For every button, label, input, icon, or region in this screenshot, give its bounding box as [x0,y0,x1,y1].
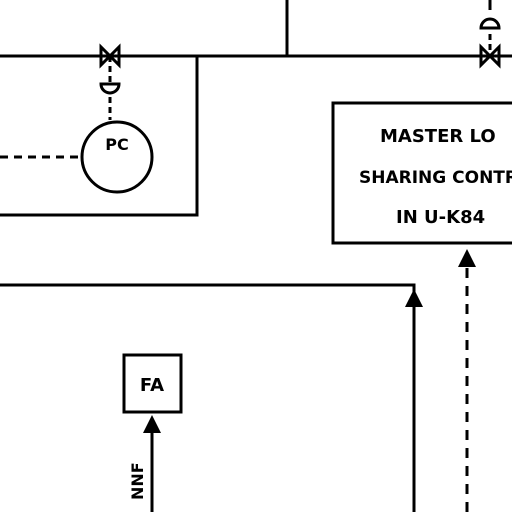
process-line-to-controller [0,283,416,512]
control-valve-left[interactable] [99,43,121,95]
control-valve-right[interactable] [479,0,501,69]
pc-tag-text: PC [105,135,128,154]
process-line-loop [0,56,199,217]
control-box-line-1: MASTER LO [380,126,496,147]
control-box-line-3: IN U-K84 [396,207,485,228]
nnf-vertical-label: NNF [128,462,147,500]
pc-instrument-bubble[interactable]: PC [0,97,154,194]
fa-instrument-box[interactable]: FA [122,353,183,414]
fa-tag-text: FA [140,375,164,396]
master-control-box[interactable]: MASTER LO SHARING CONTR IN U-K84 [331,101,512,245]
control-box-line-2: SHARING CONTR [359,168,512,188]
